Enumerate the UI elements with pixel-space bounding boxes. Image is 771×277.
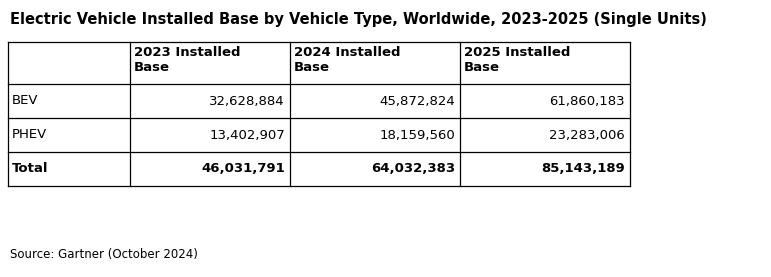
Text: Source: Gartner (October 2024): Source: Gartner (October 2024) <box>10 248 198 261</box>
Text: 18,159,560: 18,159,560 <box>379 129 455 142</box>
Text: 13,402,907: 13,402,907 <box>209 129 285 142</box>
Text: Electric Vehicle Installed Base by Vehicle Type, Worldwide, 2023-2025 (Single Un: Electric Vehicle Installed Base by Vehic… <box>10 12 707 27</box>
Text: 23,283,006: 23,283,006 <box>549 129 625 142</box>
Text: PHEV: PHEV <box>12 129 47 142</box>
Text: 32,628,884: 32,628,884 <box>210 94 285 107</box>
Text: 46,031,791: 46,031,791 <box>201 163 285 176</box>
Text: Total: Total <box>12 163 49 176</box>
Text: 2024 Installed
Base: 2024 Installed Base <box>294 46 400 74</box>
Text: 61,860,183: 61,860,183 <box>550 94 625 107</box>
Text: 64,032,383: 64,032,383 <box>371 163 455 176</box>
Text: 45,872,824: 45,872,824 <box>379 94 455 107</box>
Text: 2023 Installed
Base: 2023 Installed Base <box>134 46 241 74</box>
Text: BEV: BEV <box>12 94 39 107</box>
Text: 85,143,189: 85,143,189 <box>541 163 625 176</box>
Text: 2025 Installed
Base: 2025 Installed Base <box>464 46 571 74</box>
